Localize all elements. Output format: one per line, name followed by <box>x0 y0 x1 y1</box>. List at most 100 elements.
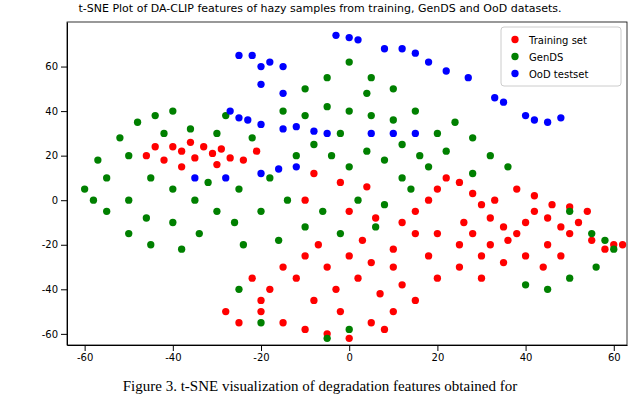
point <box>253 148 260 155</box>
point <box>443 174 450 181</box>
point <box>200 143 207 150</box>
point <box>301 85 308 92</box>
point <box>491 197 498 204</box>
point <box>478 201 485 208</box>
point <box>478 275 485 282</box>
point <box>257 208 264 215</box>
point <box>619 241 626 248</box>
point <box>324 335 331 342</box>
point <box>412 297 419 304</box>
point <box>601 246 608 253</box>
point <box>178 148 185 155</box>
point <box>487 241 494 248</box>
point <box>191 197 198 204</box>
series-points <box>143 139 627 342</box>
tick-label: 60 <box>45 61 58 72</box>
point <box>240 156 247 163</box>
point <box>381 201 388 208</box>
legend-label: GenDS <box>529 52 563 63</box>
point <box>249 275 256 282</box>
point <box>372 214 379 221</box>
point <box>566 230 573 237</box>
point <box>310 297 317 304</box>
point <box>169 185 176 192</box>
point <box>257 81 264 88</box>
tick-label: -60 <box>77 352 93 363</box>
point <box>407 185 414 192</box>
point <box>425 163 432 170</box>
point <box>257 121 264 128</box>
point <box>240 241 247 248</box>
point <box>544 286 551 293</box>
point <box>328 152 335 159</box>
tick: -40 <box>42 284 67 295</box>
point <box>363 90 370 97</box>
point <box>279 90 286 97</box>
point <box>152 112 159 119</box>
tick: -60 <box>42 329 67 340</box>
tick-label: 60 <box>608 352 621 363</box>
point <box>178 246 185 253</box>
point <box>522 219 529 226</box>
point <box>443 148 450 155</box>
point <box>301 197 308 204</box>
point <box>187 139 194 146</box>
point <box>363 148 370 155</box>
point <box>301 112 308 119</box>
point <box>456 263 463 270</box>
tick-mark <box>349 345 350 351</box>
tick-label: 0 <box>52 195 58 206</box>
tick-label: 40 <box>45 106 58 117</box>
point <box>116 134 123 141</box>
point <box>346 58 353 65</box>
point <box>160 130 167 137</box>
point <box>222 174 229 181</box>
point <box>279 107 286 114</box>
tick-label: -40 <box>165 352 181 363</box>
point <box>469 170 476 177</box>
point <box>315 241 322 248</box>
point <box>398 141 405 148</box>
point <box>337 130 344 137</box>
point <box>235 114 242 121</box>
point <box>451 119 458 126</box>
point <box>191 154 198 161</box>
tick-mark <box>61 67 67 68</box>
tick-mark <box>526 345 527 351</box>
legend-marker <box>511 36 518 43</box>
point <box>266 286 273 293</box>
point <box>566 208 573 215</box>
point <box>346 163 353 170</box>
point <box>279 263 286 270</box>
point <box>266 58 273 65</box>
axis-line <box>67 23 68 346</box>
point <box>575 219 582 226</box>
point <box>257 319 264 326</box>
point <box>434 185 441 192</box>
point <box>249 52 256 59</box>
point <box>390 246 397 253</box>
point <box>337 308 344 315</box>
chart: t-SNE Plot of DA-CLIP features of hazy s… <box>0 0 640 397</box>
tick-mark <box>614 345 615 351</box>
point <box>368 74 375 81</box>
point <box>301 252 308 259</box>
point <box>359 237 366 244</box>
point <box>346 34 353 41</box>
point <box>469 190 476 197</box>
point <box>257 170 264 177</box>
tick-label: -20 <box>42 239 58 250</box>
point <box>293 275 300 282</box>
point <box>434 230 441 237</box>
point <box>443 67 450 74</box>
tick: 0 <box>347 345 353 363</box>
point <box>213 130 220 137</box>
y-axis: -60-40-200204060 <box>42 23 68 346</box>
point <box>434 275 441 282</box>
point <box>487 152 494 159</box>
tick: -60 <box>77 345 93 363</box>
tick-mark <box>61 334 67 335</box>
frame <box>67 22 627 345</box>
point <box>354 275 361 282</box>
point <box>592 263 599 270</box>
